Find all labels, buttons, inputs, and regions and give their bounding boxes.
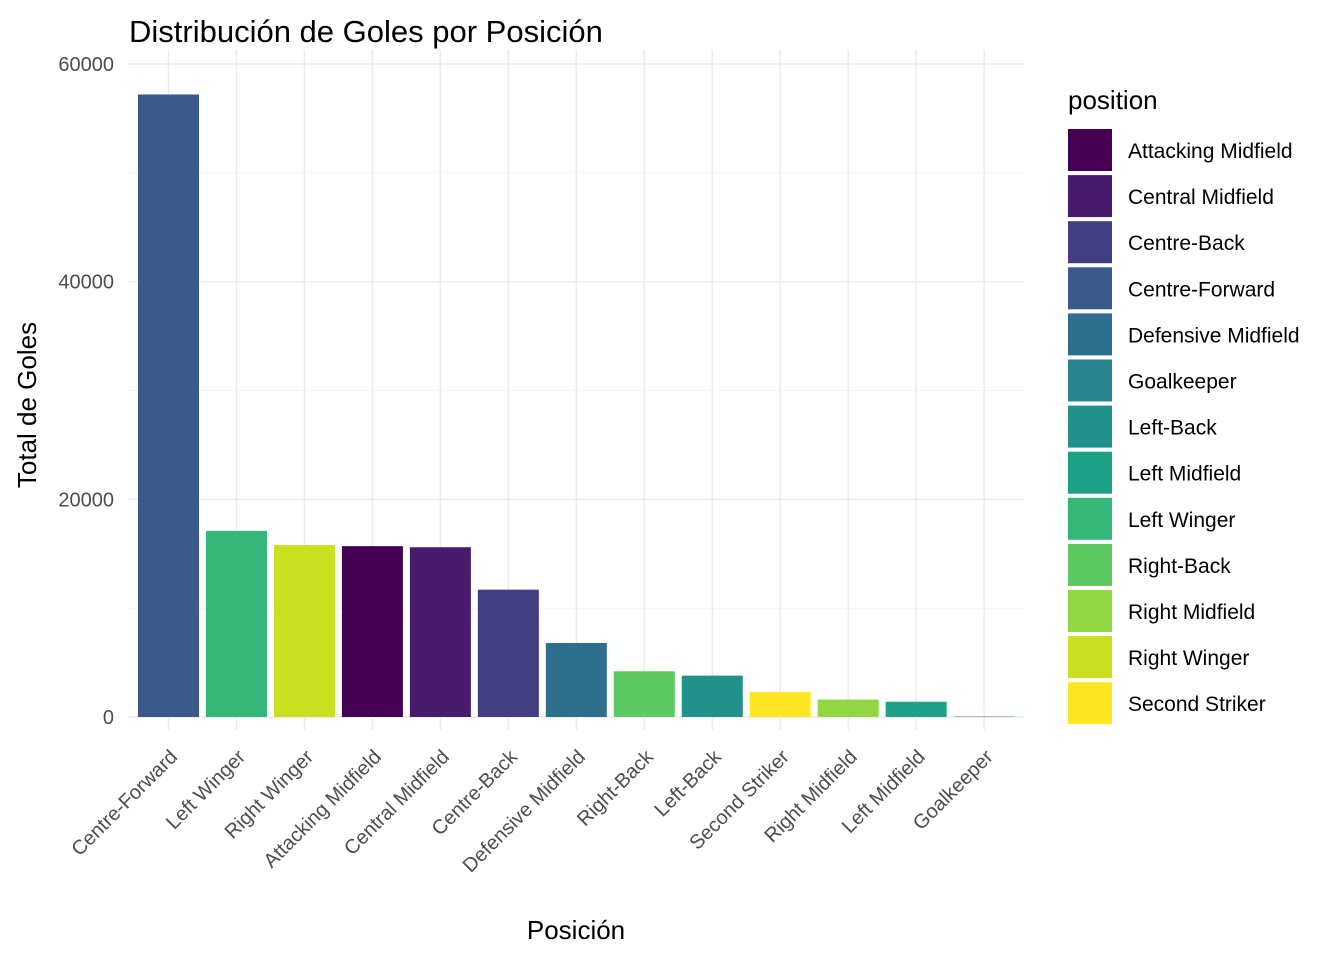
legend-label: Second Striker bbox=[1128, 693, 1266, 716]
legend-swatch bbox=[1068, 636, 1112, 679]
bar-defensive-midfield bbox=[545, 642, 607, 717]
legend-swatch bbox=[1068, 175, 1112, 218]
x-axis-title: Posición bbox=[527, 915, 625, 945]
x-tick-label: Defensive Midfield bbox=[459, 746, 590, 877]
y-axis-title: Total de Goles bbox=[12, 322, 42, 488]
legend-label: Goalkeeper bbox=[1128, 371, 1237, 394]
bar-left-winger bbox=[205, 530, 267, 717]
legend-label: Central Midfield bbox=[1128, 186, 1274, 209]
bar-centre-back bbox=[477, 589, 539, 717]
y-tick-label: 40000 bbox=[58, 272, 114, 294]
legend-label: Left-Back bbox=[1128, 417, 1217, 440]
bar-right-midfield bbox=[817, 699, 879, 717]
legend-swatch bbox=[1068, 497, 1112, 540]
legend-swatch bbox=[1068, 451, 1112, 494]
legend-label: Right Midfield bbox=[1128, 601, 1255, 624]
x-tick-label: Attacking Midfield bbox=[260, 746, 386, 872]
legend-label: Left Winger bbox=[1128, 509, 1235, 532]
bar-left-midfield bbox=[885, 701, 947, 717]
legend-label: Defensive Midfield bbox=[1128, 324, 1300, 347]
y-tick-label: 20000 bbox=[58, 489, 114, 511]
legend-swatch bbox=[1068, 590, 1112, 632]
legend-label: Right-Back bbox=[1128, 555, 1231, 578]
legend-label: Centre-Forward bbox=[1128, 278, 1275, 301]
legend-label: Centre-Back bbox=[1128, 232, 1245, 255]
legend-label: Left Midfield bbox=[1128, 463, 1241, 486]
bars bbox=[138, 94, 1015, 718]
y-tick-label: 60000 bbox=[58, 54, 114, 76]
bar-central-midfield bbox=[409, 547, 471, 717]
legend-swatch bbox=[1068, 682, 1112, 725]
legend-swatch bbox=[1068, 359, 1112, 402]
bar-right-winger bbox=[273, 545, 335, 717]
y-axis-ticks: 0 20000 40000 60000 bbox=[58, 54, 114, 729]
legend-label: Right Winger bbox=[1128, 647, 1249, 670]
legend-swatch bbox=[1068, 313, 1112, 356]
bar-centre-forward bbox=[138, 94, 199, 718]
legend-swatch bbox=[1068, 221, 1112, 264]
legend: Attacking Midfield Central Midfield Centre… bbox=[1068, 129, 1300, 725]
bar-left-back bbox=[681, 675, 743, 717]
bar-right-back bbox=[613, 671, 675, 717]
legend-title: position bbox=[1068, 85, 1158, 115]
legend-swatch bbox=[1068, 405, 1112, 448]
chart-title: Distribución de Goles por Posición bbox=[129, 14, 603, 49]
legend-swatch bbox=[1068, 267, 1112, 310]
legend-swatch bbox=[1068, 543, 1112, 586]
bar-second-striker bbox=[749, 691, 811, 717]
y-tick-label: 0 bbox=[103, 707, 114, 729]
bar-attacking-midfield bbox=[341, 546, 403, 717]
x-tick-label: Centre-Forward bbox=[67, 746, 182, 861]
legend-swatch bbox=[1068, 129, 1112, 171]
legend-label: Attacking Midfield bbox=[1128, 140, 1293, 163]
